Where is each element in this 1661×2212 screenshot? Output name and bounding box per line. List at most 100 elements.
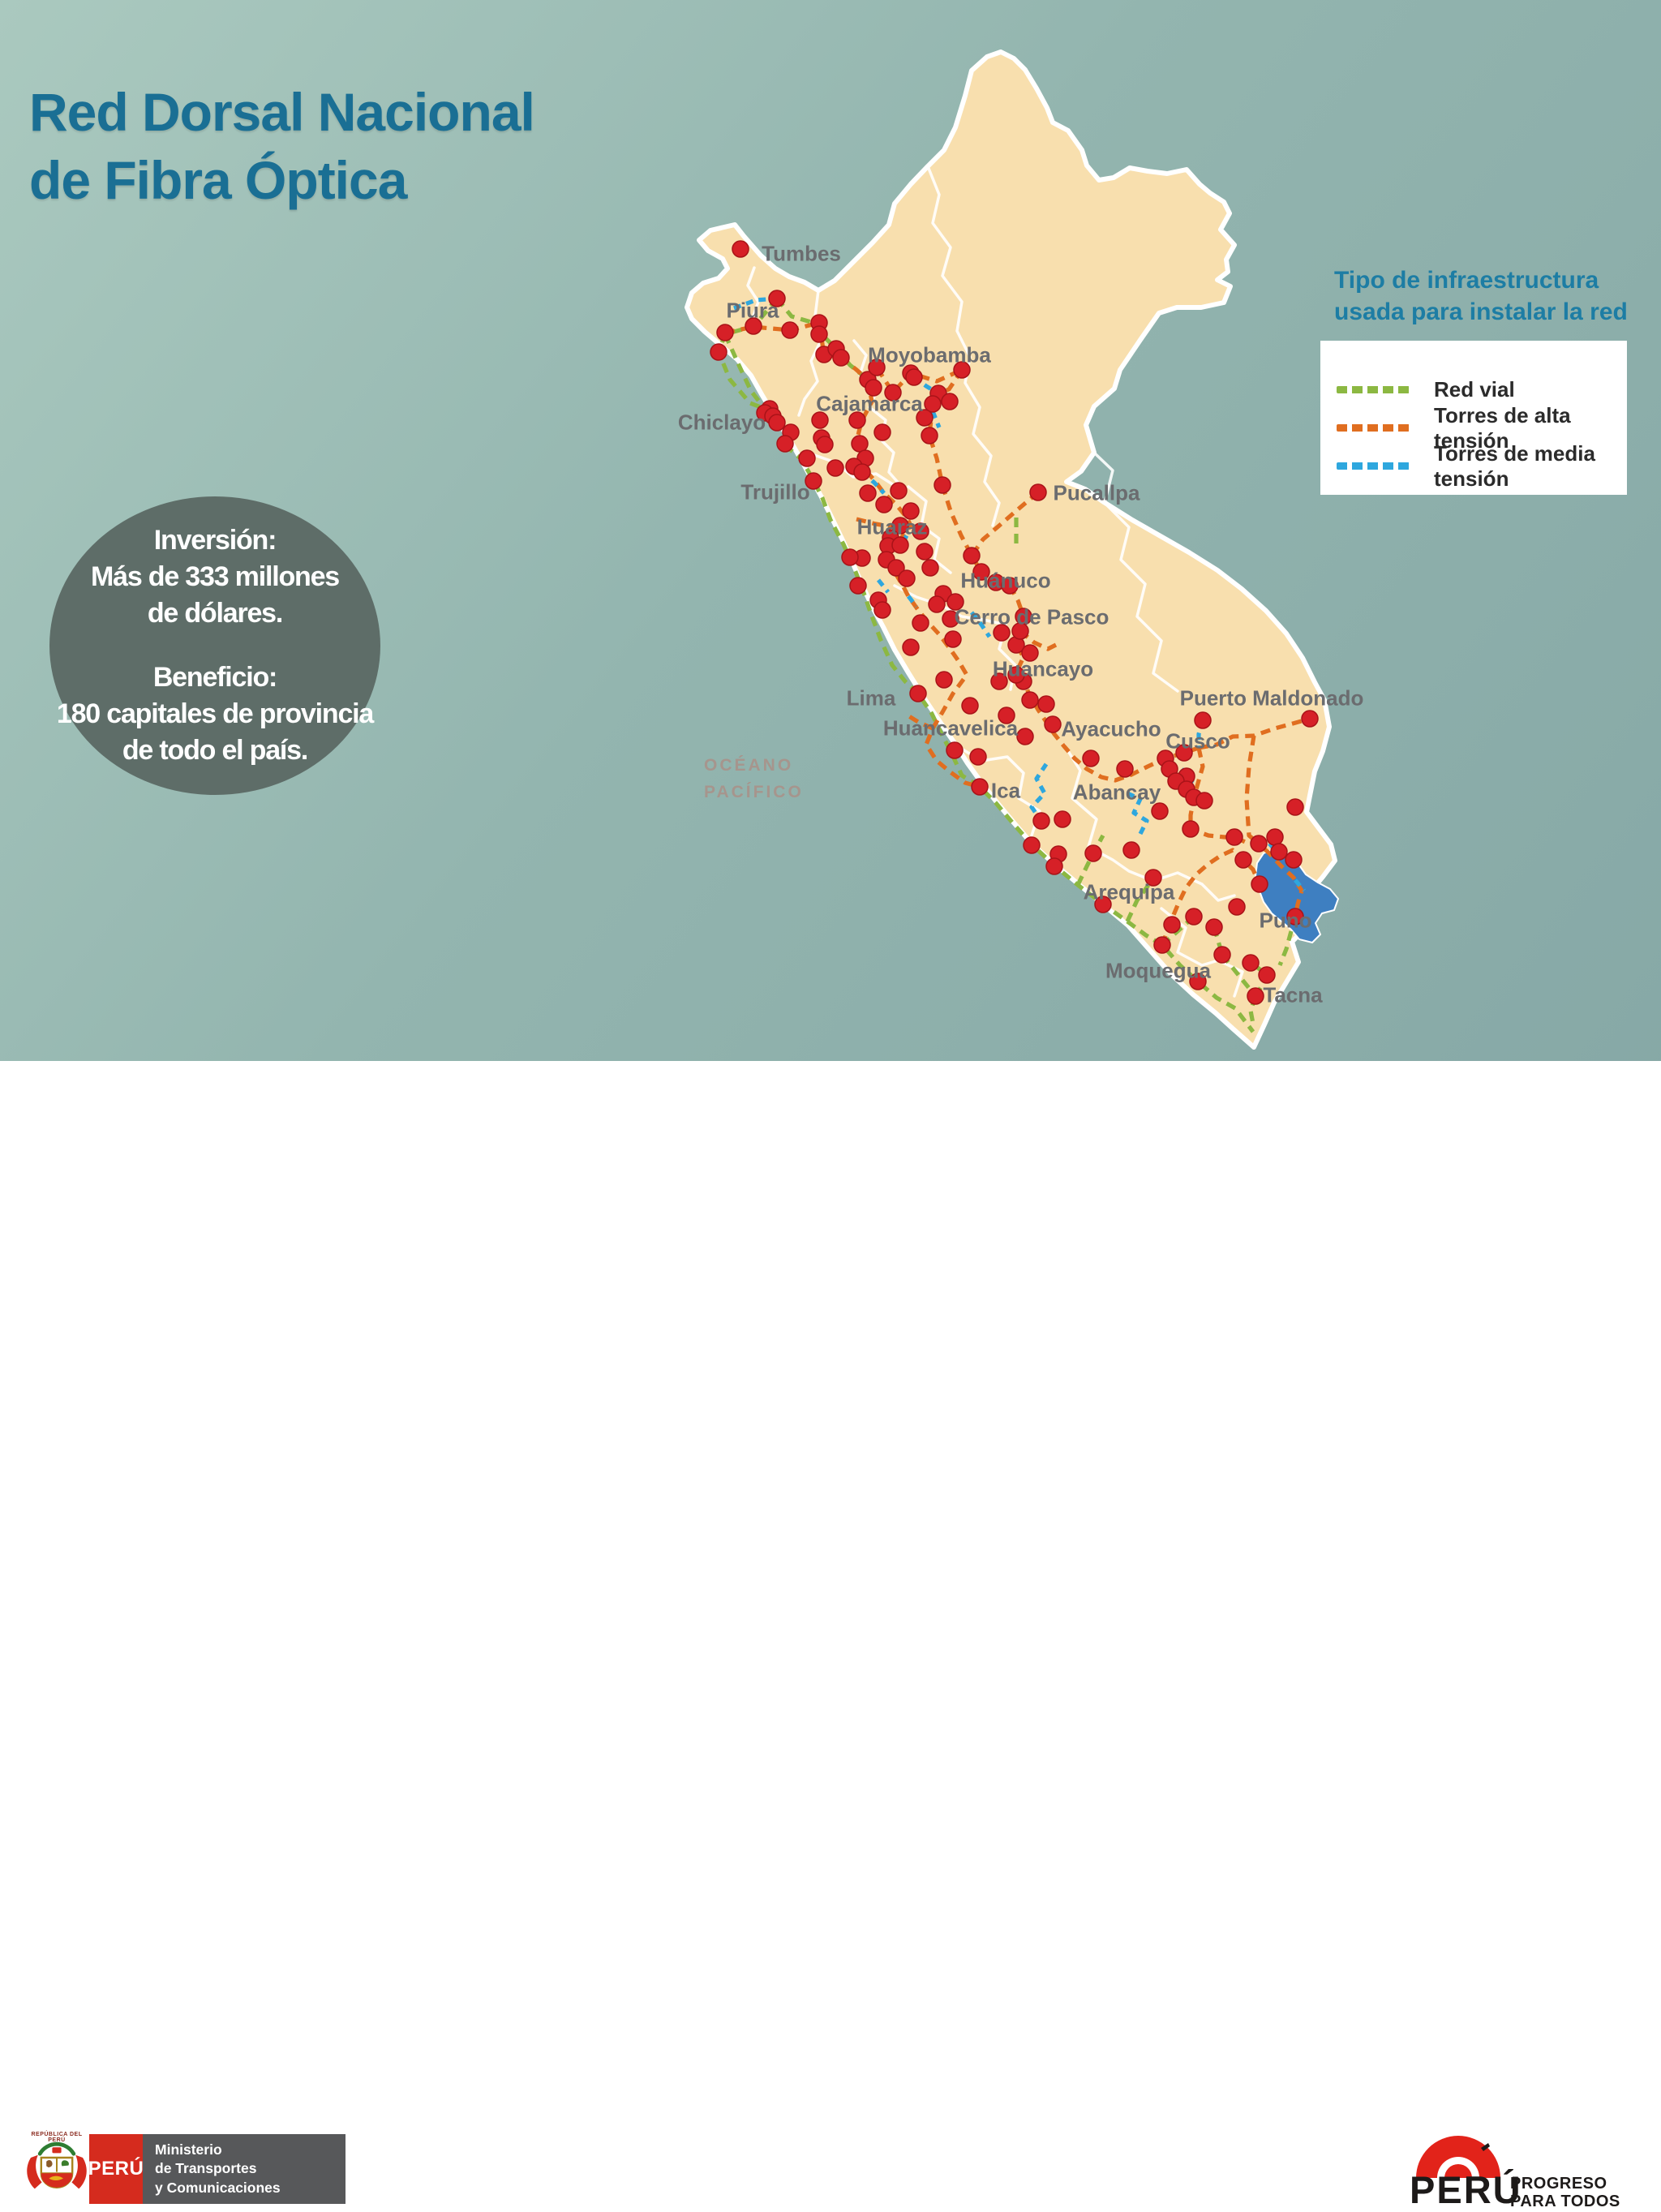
- route-alta-tension: [865, 365, 964, 395]
- network-node-dot: [916, 409, 934, 427]
- route-alta-tension: [969, 491, 1040, 557]
- network-node-dot: [1195, 792, 1213, 810]
- page-title-line1: Red Dorsal Nacional: [29, 82, 535, 142]
- network-node-dot: [1016, 728, 1034, 745]
- network-node-dot: [1037, 695, 1055, 713]
- peru-outline: [685, 49, 1337, 1050]
- legend-item-red-vial: Red vial: [1337, 371, 1627, 409]
- network-node-dot: [1205, 918, 1223, 936]
- network-node-dot: [1213, 946, 1231, 964]
- ocean-label: OCÉANO PACÍFICO: [704, 753, 842, 805]
- network-node-dot: [810, 325, 828, 343]
- network-node-dot: [873, 423, 891, 441]
- network-node-dot: [1122, 841, 1140, 859]
- department-border: [926, 165, 1001, 527]
- network-node-dot: [993, 624, 1011, 642]
- info-line: de dólares.: [147, 598, 284, 629]
- alta-tension-dash-icon: [1337, 424, 1410, 432]
- network-node-dot: [1163, 916, 1181, 934]
- network-node-dot: [1001, 577, 1019, 595]
- network-node-dot: [1234, 851, 1252, 869]
- network-node-dot: [946, 593, 964, 611]
- network-node-dot: [1175, 744, 1193, 762]
- network-node-dot: [902, 638, 920, 656]
- network-node-dot: [1015, 608, 1032, 625]
- network-node-dot: [1116, 760, 1134, 778]
- ocean-label-line2: PACÍFICO: [704, 782, 804, 801]
- network-node-dot: [946, 741, 964, 759]
- network-node-dot: [972, 563, 990, 581]
- department-border: [852, 339, 902, 487]
- info-line: Más de 333 millones: [90, 561, 340, 593]
- network-node-dot: [1011, 622, 1029, 640]
- network-node-dot: [841, 548, 859, 566]
- network-node-dot: [1094, 896, 1112, 913]
- ministry-line: de Transportes: [155, 2160, 257, 2177]
- network-node-dot: [1032, 812, 1050, 830]
- progreso-para-todos-logo: PERÚ PROGRESO PARA TODOS: [1410, 2128, 1653, 2211]
- legend-item-label: Torres de media tensión: [1434, 440, 1595, 491]
- network-node-dot: [1029, 483, 1047, 501]
- route-media-tension: [1126, 791, 1149, 835]
- network-node-dot: [1258, 966, 1276, 984]
- network-node-dot: [732, 240, 749, 258]
- network-node-dot: [1266, 828, 1284, 846]
- ministry-logo: Ministerio de Transportes y Comunicacion…: [143, 2134, 346, 2204]
- route-media-tension: [876, 578, 891, 594]
- network-node-dot: [944, 630, 962, 648]
- network-node-dot: [798, 449, 816, 467]
- brand-tagline: PROGRESO PARA TODOS: [1510, 2175, 1620, 2210]
- network-node-dot: [768, 290, 786, 307]
- network-node-dot: [1054, 810, 1071, 828]
- network-node-dot: [1247, 987, 1264, 1005]
- network-node-dot: [745, 317, 762, 335]
- network-node-dot: [891, 536, 909, 554]
- network-node-dot: [776, 435, 794, 453]
- network-node-dot: [902, 502, 920, 520]
- ministry-line: Ministerio: [155, 2141, 222, 2158]
- network-node-dot: [963, 547, 981, 565]
- legend-item-label: Red vial: [1434, 377, 1515, 402]
- network-node-dot: [1285, 851, 1303, 869]
- network-node-dot: [1242, 954, 1260, 972]
- network-node-dot: [811, 411, 829, 429]
- lake-titicaca: [1255, 848, 1339, 943]
- network-node-dot: [1228, 898, 1246, 916]
- network-node-dot: [1250, 835, 1268, 853]
- department-border: [746, 266, 760, 320]
- network-node-dot: [1082, 750, 1100, 767]
- network-node-dot: [912, 614, 929, 632]
- network-node-dot: [1251, 875, 1268, 893]
- peru-wordmark-box: PERÚ: [88, 2134, 144, 2204]
- network-node-dot: [884, 384, 902, 402]
- network-node-dot: [1286, 798, 1304, 816]
- brand-name: PERÚ: [1410, 2168, 1522, 2211]
- network-node-dot: [1084, 844, 1102, 862]
- info-line: Inversión:: [153, 525, 277, 556]
- investment-info-circle: Inversión: Más de 333 millones de dólare…: [49, 496, 380, 795]
- network-node-dot: [1194, 711, 1212, 729]
- route-alta-tension: [1160, 848, 1262, 946]
- network-node-dot: [898, 569, 916, 587]
- network-node-dot: [924, 395, 942, 413]
- network-node-dot: [1045, 857, 1063, 875]
- network-node-dot: [935, 671, 953, 689]
- department-border: [907, 485, 952, 574]
- peru-coat-of-arms: [27, 2141, 87, 2189]
- network-node-dot: [891, 517, 909, 535]
- route-media-tension: [1294, 878, 1306, 892]
- peru-map: [685, 49, 1339, 1050]
- route-alta-tension: [1019, 629, 1062, 651]
- network-node-dot: [905, 368, 923, 386]
- ocean-label-line1: OCÉANO: [704, 756, 794, 775]
- route-media-tension: [930, 410, 942, 428]
- network-node-dot: [941, 393, 959, 410]
- network-node-dot: [928, 595, 946, 613]
- info-line: de todo el país.: [122, 734, 308, 766]
- legend-item-alta-tension: Torres de alta tensión: [1337, 403, 1627, 453]
- department-border: [1062, 743, 1236, 902]
- network-node-dot: [865, 379, 882, 397]
- footer-bar: REPÚBLICA DEL PERÚ PERÚ Ministerio de Tr…: [0, 1061, 1661, 2211]
- ministry-line: y Comunicaciones: [155, 2179, 281, 2196]
